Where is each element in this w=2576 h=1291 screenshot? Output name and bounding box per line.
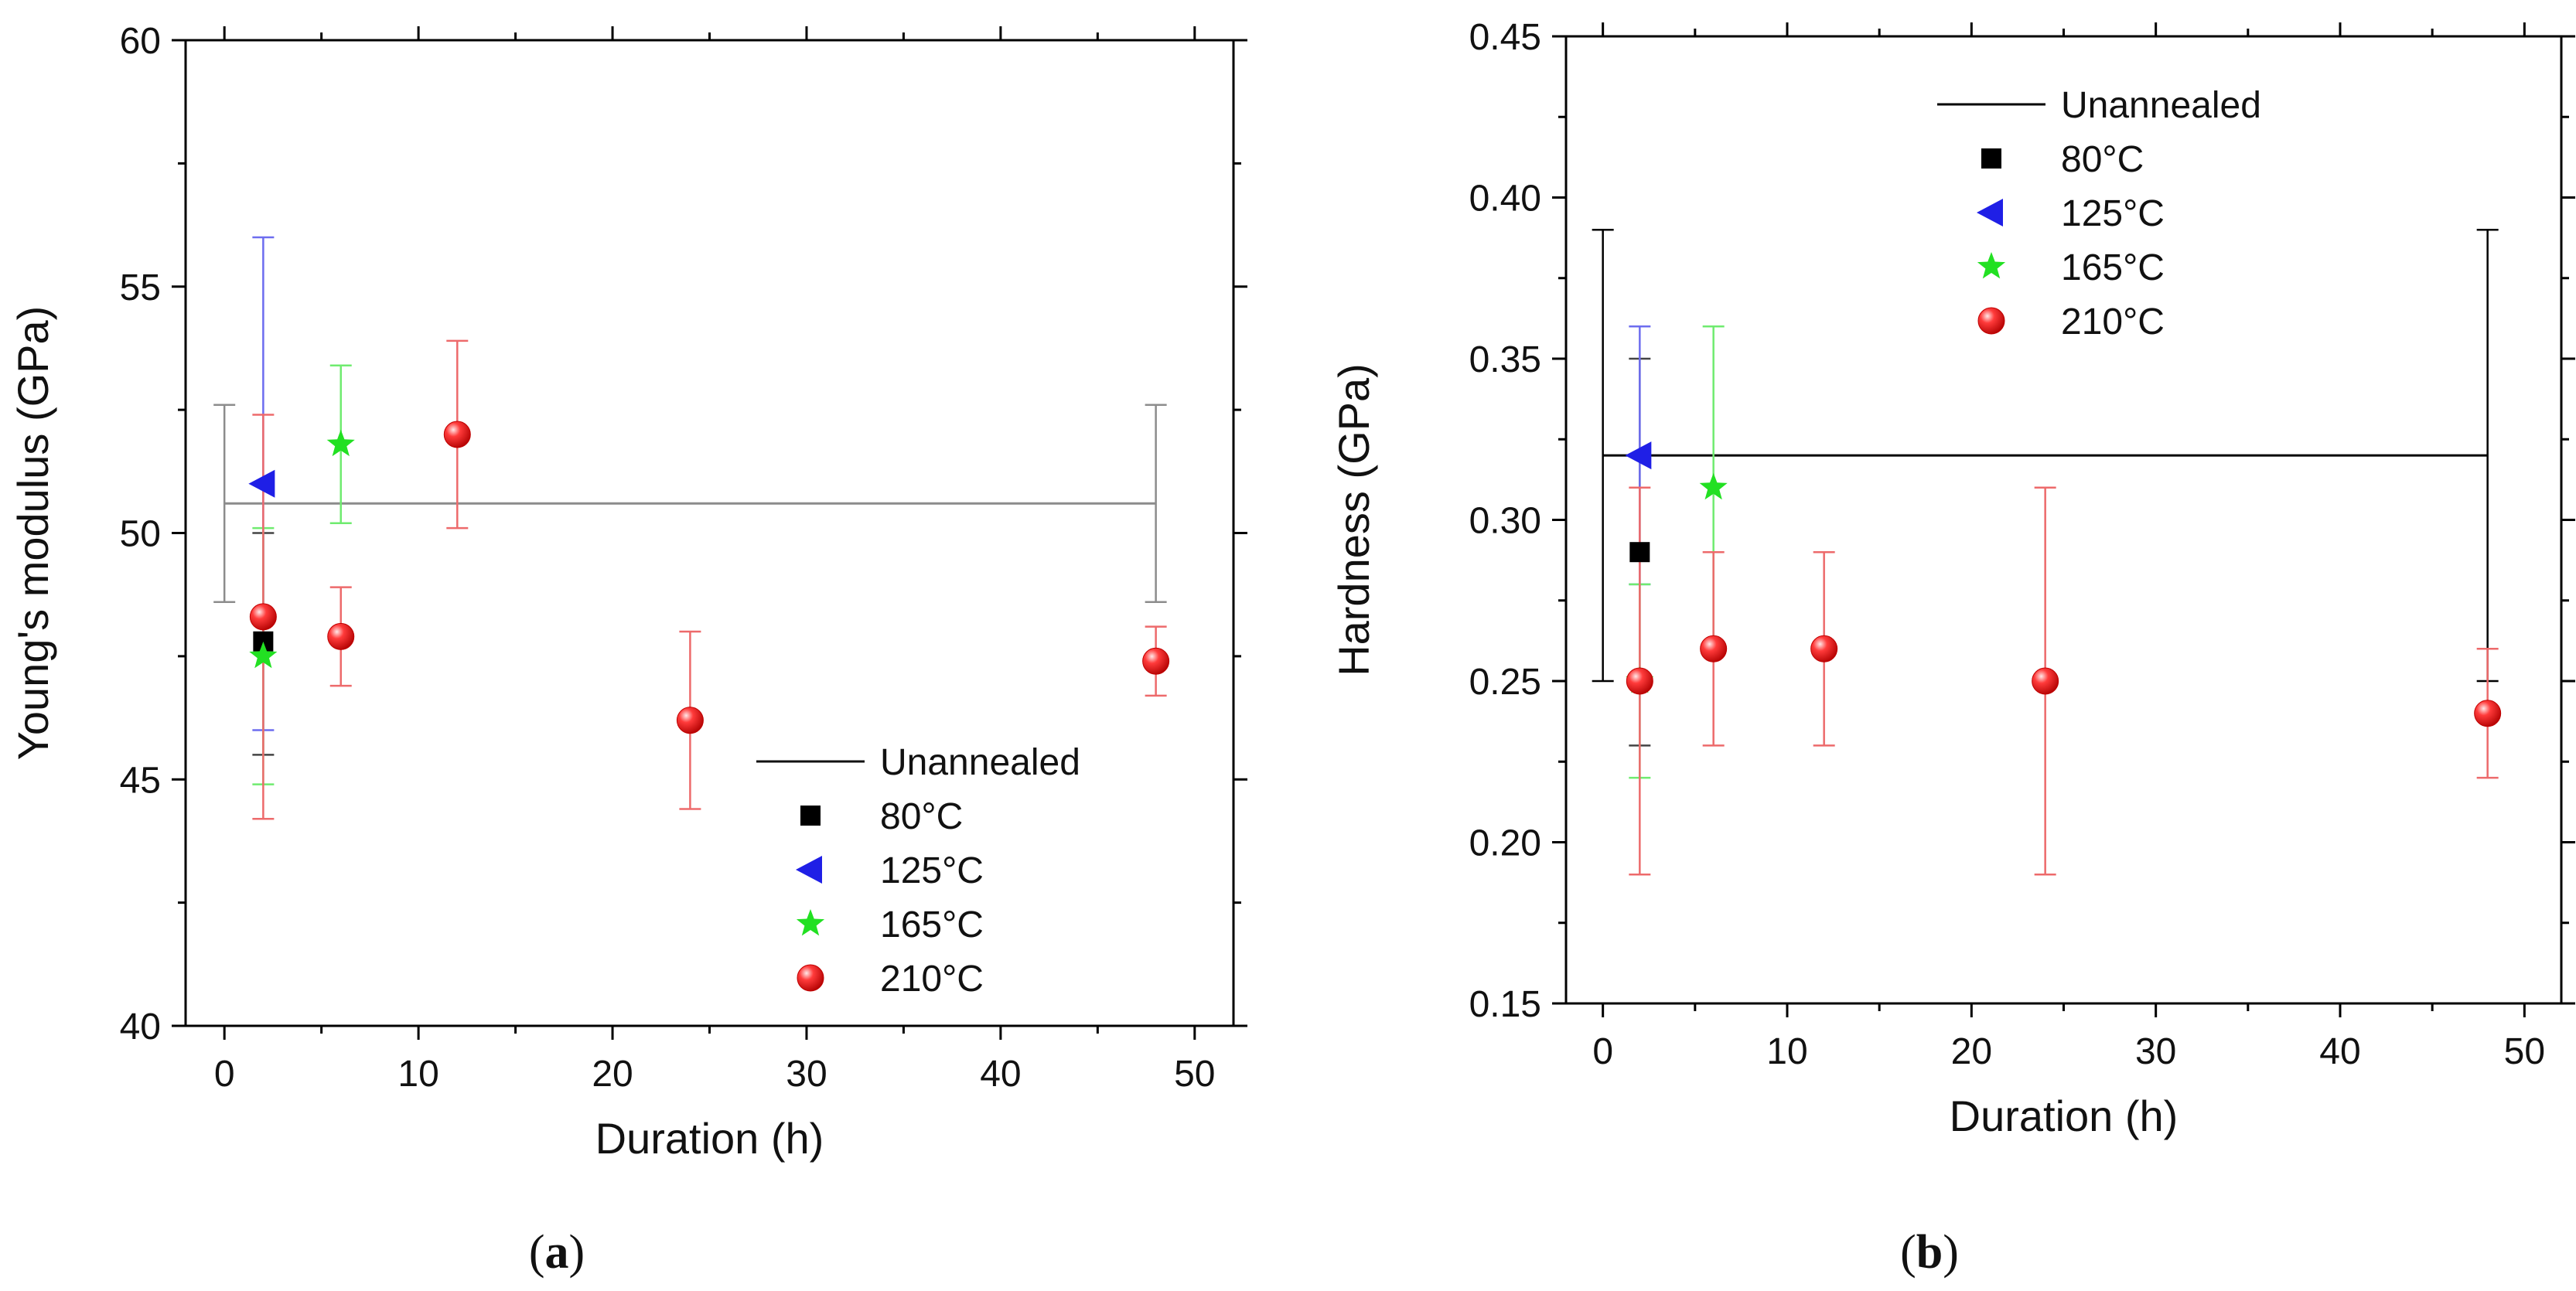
legend: Unannealed 80°C 125°C 165°C 210°C — [756, 742, 1080, 1000]
x-tick-label: 50 — [2504, 1031, 2545, 1072]
legend-marker — [796, 909, 825, 936]
plot-frame — [1564, 35, 2563, 1005]
y-tick-label: 0.40 — [1469, 179, 1541, 220]
x-tick-label: 10 — [1766, 1031, 1807, 1072]
legend-label: 80°C — [2061, 139, 2144, 180]
reference-series — [213, 404, 1167, 603]
panel-caption-letter: b — [1916, 1226, 1943, 1279]
x-tick-label: 20 — [1951, 1031, 1992, 1072]
data-point — [1700, 635, 1728, 663]
legend-label: 210°C — [2061, 301, 2165, 342]
data-point — [1810, 635, 1838, 663]
legend-marker — [1977, 252, 2006, 279]
data-point — [1142, 647, 1170, 675]
reference-series — [1592, 228, 2499, 683]
legend-label: 125°C — [880, 850, 984, 891]
y-tick-label: 0.45 — [1469, 17, 1541, 58]
data-point — [249, 641, 278, 669]
legend-marker — [1981, 148, 2001, 169]
x-tick-label: 30 — [2135, 1031, 2176, 1072]
data-point — [443, 421, 471, 448]
x-axis-label: Duration (h) — [595, 1114, 824, 1163]
legend-marker — [800, 806, 821, 826]
x-tick-label: 0 — [1592, 1031, 1613, 1072]
panel-caption: (a) — [529, 1226, 585, 1279]
y-axis-label: Hardness (GPa) — [1329, 363, 1378, 676]
legend-marker — [797, 964, 824, 992]
x-tick-label: 40 — [980, 1054, 1021, 1095]
data-point — [2032, 667, 2059, 695]
x-tick-label: 30 — [786, 1054, 827, 1095]
chart-panel-a: 0 10 20 30 40 50 40 45 50 55 60 Duration (h) Young's… — [9, 21, 1247, 1279]
legend-label: 165°C — [2061, 247, 2165, 288]
y-tick-label: 0.30 — [1469, 501, 1541, 542]
legend-marker — [796, 856, 822, 884]
x-tick-label: 40 — [2319, 1031, 2360, 1072]
legend-marker — [1977, 307, 2005, 335]
x-tick-label: 10 — [397, 1054, 438, 1095]
data-point — [1699, 472, 1728, 500]
x-tick-label: 0 — [214, 1054, 235, 1095]
legend-label: 125°C — [2061, 193, 2165, 234]
x-tick-label: 50 — [1174, 1054, 1215, 1095]
x-tick-label: 20 — [592, 1054, 633, 1095]
data-point — [1626, 667, 1653, 695]
data-point — [2474, 700, 2502, 727]
plot-frame — [184, 39, 1235, 1027]
legend-marker — [1977, 199, 2003, 227]
y-tick-label: 0.25 — [1469, 662, 1541, 703]
data-point — [676, 707, 704, 734]
y-tick-label: 45 — [120, 760, 161, 801]
legend-label: 80°C — [880, 796, 963, 837]
y-tick-label: 40 — [120, 1007, 161, 1047]
y-tick-label: 50 — [120, 514, 161, 555]
data-point — [248, 469, 275, 498]
y-tick-label: 60 — [120, 21, 161, 62]
legend-label: 210°C — [880, 959, 984, 1000]
y-tick-label: 0.20 — [1469, 823, 1541, 864]
panel-caption-letter: a — [545, 1226, 569, 1279]
y-axis-label: Young's modulus (GPa) — [9, 306, 57, 761]
series-165CC — [252, 364, 352, 785]
data-point — [249, 603, 277, 631]
data-point — [1629, 542, 1650, 563]
series-210CC — [1629, 486, 2499, 876]
panel-caption: (b) — [1900, 1226, 1959, 1279]
legend-label: Unannealed — [2061, 85, 2261, 126]
legend: Unannealed 80°C 125°C 165°C 210°C — [1937, 85, 2261, 342]
chart-panel-b: 0 10 20 30 40 50 0.15 0.20 0.25 0.30 0.35 0.40 0.45 D… — [1329, 17, 2575, 1279]
data-point — [327, 622, 355, 650]
data-point — [1625, 441, 1652, 470]
legend-label: Unannealed — [880, 742, 1080, 783]
x-axis-label: Duration (h) — [1950, 1092, 2179, 1140]
data-point — [326, 429, 355, 457]
y-tick-label: 55 — [120, 267, 161, 308]
y-tick-label: 0.15 — [1469, 984, 1541, 1025]
y-tick-label: 0.35 — [1469, 339, 1541, 380]
legend-label: 165°C — [880, 904, 984, 945]
